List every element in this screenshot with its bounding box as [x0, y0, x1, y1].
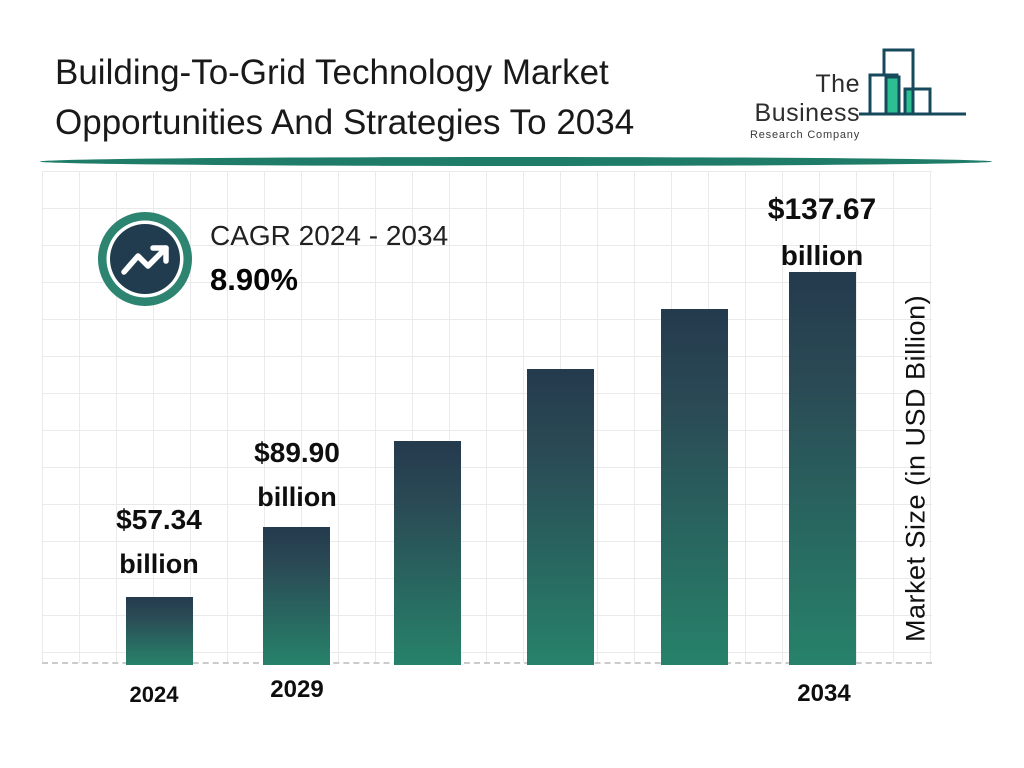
bar-2029 [263, 527, 330, 665]
bar-interim-2 [527, 369, 594, 665]
chart-baseline-dashed [42, 662, 932, 664]
cagr-period-label: CAGR 2024 - 2034 [210, 220, 449, 251]
value-2029-unit: billion [257, 482, 337, 512]
company-logo: The Business Research Company [728, 38, 988, 141]
y-axis-title: Market Size (in USD Billion) [900, 294, 931, 642]
bar-interim-1 [394, 441, 461, 665]
cagr-value: 8.90% [210, 262, 298, 297]
header-divider-line [40, 157, 992, 166]
page-title-line1: Building-To-Grid Technology Market [55, 53, 609, 92]
value-label-2034: $137.67 billion [712, 186, 932, 279]
bar-interim-3 [661, 309, 728, 665]
value-2029: $89.90 [254, 437, 340, 468]
bar-2024 [126, 597, 193, 665]
page-title: Building-To-Grid Technology Market Oppor… [55, 48, 715, 148]
x-tick-2034: 2034 [797, 680, 851, 707]
value-label-2024: $57.34 billion [59, 497, 259, 587]
logo-subname: Research Company [749, 129, 860, 141]
page-title-line2: Opportunities And Strategies To 2034 [55, 103, 635, 142]
x-tick-2024: 2024 [129, 682, 179, 707]
value-2034-unit: billion [780, 240, 864, 271]
cagr-trend-icon [98, 212, 192, 306]
logo-name: The Business [754, 70, 860, 127]
bar-2034 [789, 272, 856, 665]
company-logo-text: The Business Research Company [728, 70, 860, 141]
value-2024: $57.34 [116, 504, 202, 535]
value-label-2029: $89.90 billion [197, 430, 397, 520]
x-tick-2029: 2029 [270, 676, 324, 703]
logo-bars-icon [859, 48, 966, 116]
value-2034: $137.67 [767, 193, 877, 226]
value-2024-unit: billion [119, 549, 199, 579]
